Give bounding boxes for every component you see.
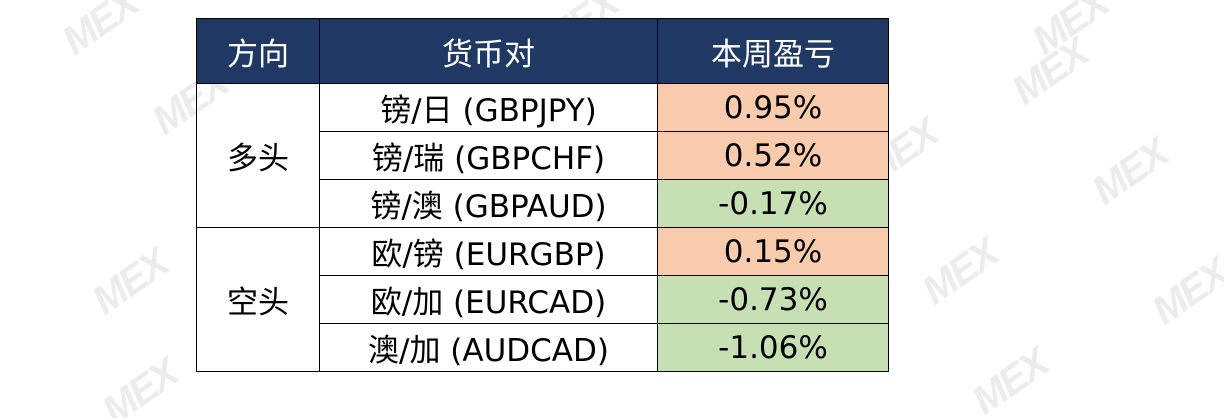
table-row: 多头 镑/日 (GBPJPY) 0.95%: [196, 83, 889, 228]
direction-long: 多头: [196, 83, 320, 228]
watermark-logo: MEX: [1144, 250, 1224, 334]
pair-cell: 镑/澳 (GBPAUD): [319, 179, 658, 228]
watermark-logo: MEX: [1084, 130, 1176, 214]
pair-cell: 镑/瑞 (GBPCHF): [319, 131, 658, 180]
watermark-logo: MEX: [914, 230, 1006, 314]
table-row: 欧/加 (EURCAD) -0.73%: [197, 275, 889, 324]
table-row: 镑/澳 (GBPAUD) -0.17%: [197, 179, 889, 228]
watermark-logo: MEX: [84, 240, 176, 324]
table-row: 空头 欧/镑 (EURGBP) 0.15%: [196, 227, 889, 372]
pnl-cell: -0.17%: [657, 179, 889, 228]
watermark-logo: MEX: [964, 340, 1056, 418]
watermark-logo: MEX: [1004, 30, 1096, 114]
pnl-cell: -1.06%: [657, 323, 889, 372]
pair-cell: 澳/加 (AUDCAD): [319, 323, 658, 372]
watermark-logo: MEX: [54, 0, 146, 64]
pair-cell: 欧/镑 (EURGBP): [319, 227, 658, 276]
watermark-logo: MEX: [94, 350, 186, 418]
pnl-cell: 0.52%: [657, 131, 889, 180]
watermark-logo: MEX: [1024, 0, 1116, 64]
pnl-cell: 0.15%: [657, 227, 889, 276]
header-weekly-pnl: 本周盈亏: [657, 18, 889, 84]
pair-cell: 镑/日 (GBPJPY): [319, 83, 658, 132]
weekly-pnl-table: 方向 货币对 本周盈亏 多头 镑/日 (GBPJPY) 0.95% 镑/瑞 (G…: [196, 18, 889, 372]
header-direction: 方向: [196, 18, 320, 84]
table-row: 澳/加 (AUDCAD) -1.06%: [197, 323, 889, 372]
pnl-cell: -0.73%: [657, 275, 889, 324]
pair-cell: 欧/加 (EURCAD): [319, 275, 658, 324]
pnl-cell: 0.95%: [657, 83, 889, 132]
direction-short: 空头: [196, 227, 320, 372]
table-header-row: 方向 货币对 本周盈亏: [196, 18, 889, 84]
header-currency-pair: 货币对: [319, 18, 658, 84]
